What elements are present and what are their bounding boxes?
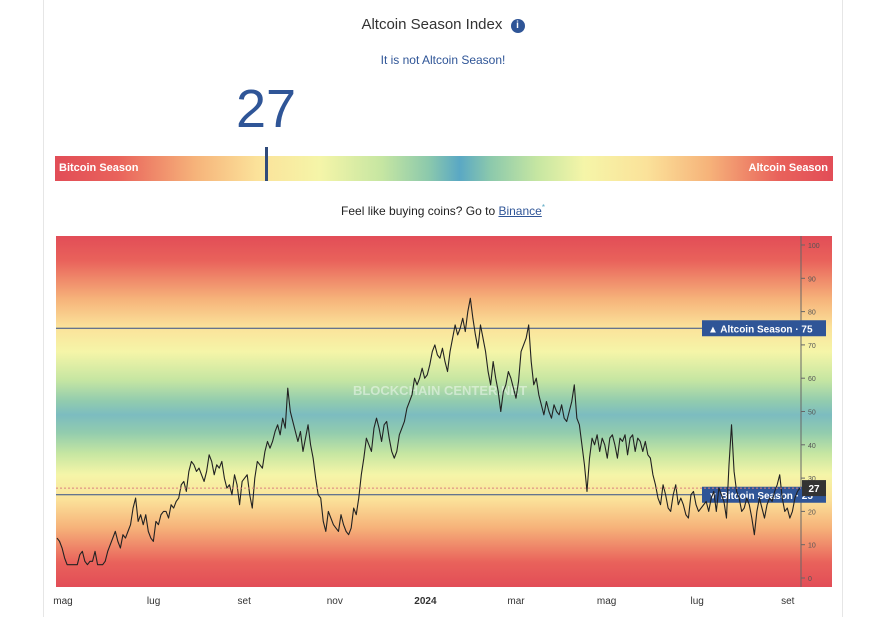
promo-sup: *: [541, 203, 545, 212]
page-title-row: Altcoin Season Index i: [0, 16, 886, 33]
scale-left-label: Bitcoin Season: [59, 162, 139, 174]
current-value-box: [802, 480, 826, 497]
y-tick-label: 80: [808, 310, 816, 317]
promo-text: Feel like buying coins? Go to Binance*: [0, 203, 886, 218]
season-scale-bar: Bitcoin Season Altcoin Season: [55, 156, 833, 181]
info-icon[interactable]: i: [510, 19, 525, 33]
x-tick-label: set: [781, 596, 795, 607]
y-tick-label: 50: [808, 410, 816, 417]
reference-label: ▲ Altcoin Season · 75: [708, 324, 813, 335]
x-tick-label: mag: [597, 596, 616, 607]
x-tick-label: nov: [327, 596, 343, 607]
binance-link[interactable]: Binance: [498, 204, 542, 218]
y-tick-label: 30: [808, 476, 816, 483]
reference-label-box: [702, 320, 826, 337]
x-tick-label: mar: [507, 596, 525, 607]
card: [43, 0, 843, 617]
chart-watermark: BLOCKCHAIN CENTER.NET: [353, 383, 527, 398]
y-tick-label: 20: [808, 509, 816, 516]
chart-background: [56, 236, 832, 587]
y-tick-label: 70: [808, 343, 816, 350]
y-tick-label: 60: [808, 376, 816, 383]
page-title: Altcoin Season Index: [361, 16, 503, 33]
y-tick-label: 40: [808, 443, 816, 450]
y-tick-label: 90: [808, 276, 816, 283]
x-tick-label: 2024: [414, 596, 437, 607]
x-tick-label: mag: [53, 596, 72, 607]
status-text: It is not Altcoin Season!: [380, 53, 506, 67]
promo-prefix: Feel like buying coins? Go to: [341, 204, 499, 218]
y-tick-label: 0: [808, 576, 812, 583]
index-value: 27: [235, 79, 297, 139]
y-tick-label: 10: [808, 543, 816, 550]
reference-label: ▼ Bitcoin Season · 25: [708, 491, 813, 502]
current-value-label: 27: [808, 484, 820, 495]
index-marker: [265, 147, 268, 181]
y-tick-label: 100: [808, 243, 820, 250]
x-tick-label: lug: [691, 596, 704, 607]
x-tick-label: lug: [147, 596, 160, 607]
x-tick-label: set: [238, 596, 252, 607]
scale-right-label: Altcoin Season: [748, 162, 828, 174]
